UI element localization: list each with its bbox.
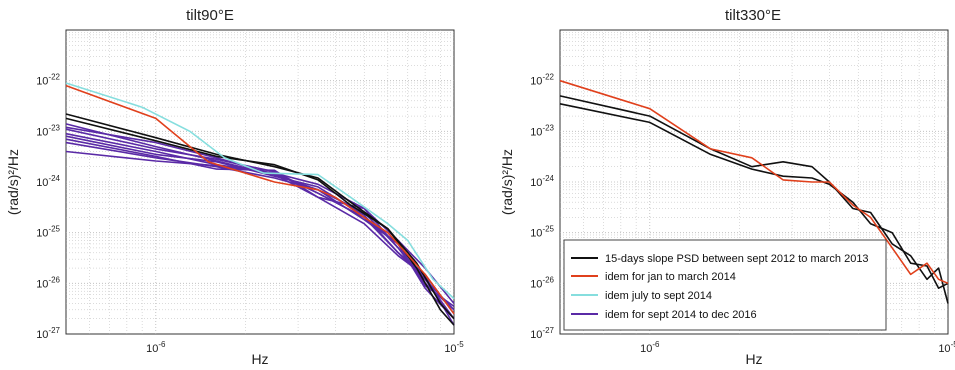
series-line-black: [559, 95, 949, 304]
x-tick-label: 10-6: [146, 340, 166, 355]
plot-area: [65, 29, 455, 335]
series-line-cyan: [65, 82, 455, 300]
x-axis-label: Hz: [745, 351, 762, 367]
series-line-red: [65, 84, 455, 315]
y-tick-label: 10-24: [530, 174, 554, 189]
y-axis-label: (rad/s)²/Hz: [5, 149, 21, 215]
y-tick-labels: 10-22 10-23 10-24 10-25 10-26 10-27: [530, 73, 554, 341]
legend: 15-days slope PSD between sept 2012 to m…: [563, 239, 887, 331]
legend-entry-label: idem july to sept 2014: [605, 290, 712, 302]
series-line-red: [559, 79, 949, 285]
x-tick-label: 10-5: [938, 340, 955, 355]
y-tick-label: 10-26: [36, 275, 60, 290]
series-line-purple: [65, 126, 455, 326]
x-tick-label: 10-6: [640, 340, 660, 355]
x-axis-label: Hz: [251, 351, 268, 367]
chart-title: tilt330°E: [725, 7, 781, 24]
y-axis-label: (rad/s)²/Hz: [499, 149, 515, 215]
legend-entry-label: idem for sept 2014 to dec 2016: [605, 309, 757, 321]
series-line-purple: [65, 150, 455, 320]
series-group: [65, 82, 455, 326]
series-line-black: [65, 117, 455, 320]
panel-tilt330e: tilt330°E 10-22 10-23 10-24 10-25 10-26 10-27…: [499, 7, 955, 367]
x-tick-labels: 10-6 10-5: [146, 340, 464, 355]
y-tick-label: 10-23: [530, 123, 554, 138]
x-tick-label: 10-5: [444, 340, 464, 355]
legend-entry-label: 15-days slope PSD between sept 2012 to m…: [605, 253, 869, 265]
y-tick-label: 10-27: [36, 326, 60, 341]
series-group: [559, 79, 949, 304]
legend-entry-label: idem for jan to march 2014: [605, 271, 736, 283]
y-tick-label: 10-26: [530, 275, 554, 290]
panel-tilt90e: tilt90°E 10-2210-2310-2410-2510-2610-27 …: [5, 7, 464, 367]
series-line-black: [65, 113, 455, 326]
y-tick-label: 10-23: [36, 123, 60, 138]
series-line-purple: [65, 132, 455, 305]
y-tick-label: 10-22: [530, 73, 554, 88]
y-tick-label: 10-25: [530, 225, 554, 240]
y-tick-label: 10-27: [530, 326, 554, 341]
x-tick-labels: 10-6 10-5: [640, 340, 955, 355]
chart-title: tilt90°E: [186, 7, 234, 24]
y-tick-label: 10-22: [36, 73, 60, 88]
y-tick-labels: 10-22 10-23 10-24 10-25 10-26 10-27: [36, 73, 60, 341]
y-tick-label: 10-24: [36, 174, 60, 189]
legend-box: [563, 239, 887, 331]
y-tick-label: 10-25: [36, 225, 60, 240]
